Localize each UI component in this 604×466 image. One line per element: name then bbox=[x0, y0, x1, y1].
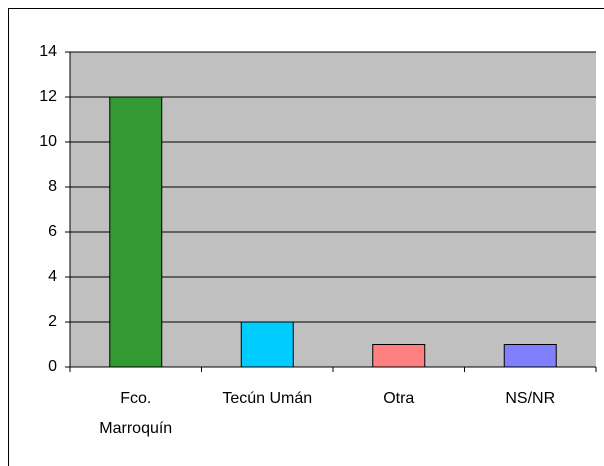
bar bbox=[503, 344, 557, 368]
y-tick-label: 14 bbox=[39, 43, 57, 60]
y-tick-label: 6 bbox=[48, 223, 57, 240]
bar bbox=[240, 321, 294, 368]
y-tick-label: 8 bbox=[48, 178, 57, 195]
x-tick-label: NS/NR bbox=[505, 390, 556, 407]
y-tick-label: 12 bbox=[39, 88, 57, 105]
y-tick-label: 0 bbox=[48, 358, 57, 375]
bar bbox=[109, 96, 163, 368]
x-tick-label: Fco. Marroquín bbox=[99, 390, 173, 437]
x-tick-label: Tecún Umán bbox=[222, 390, 313, 407]
y-tick-label: 10 bbox=[39, 133, 57, 150]
y-tick-label: 4 bbox=[48, 268, 57, 285]
y-tick-label: 2 bbox=[48, 313, 57, 330]
bar bbox=[372, 344, 426, 368]
x-tick-label: Otra bbox=[383, 390, 415, 407]
